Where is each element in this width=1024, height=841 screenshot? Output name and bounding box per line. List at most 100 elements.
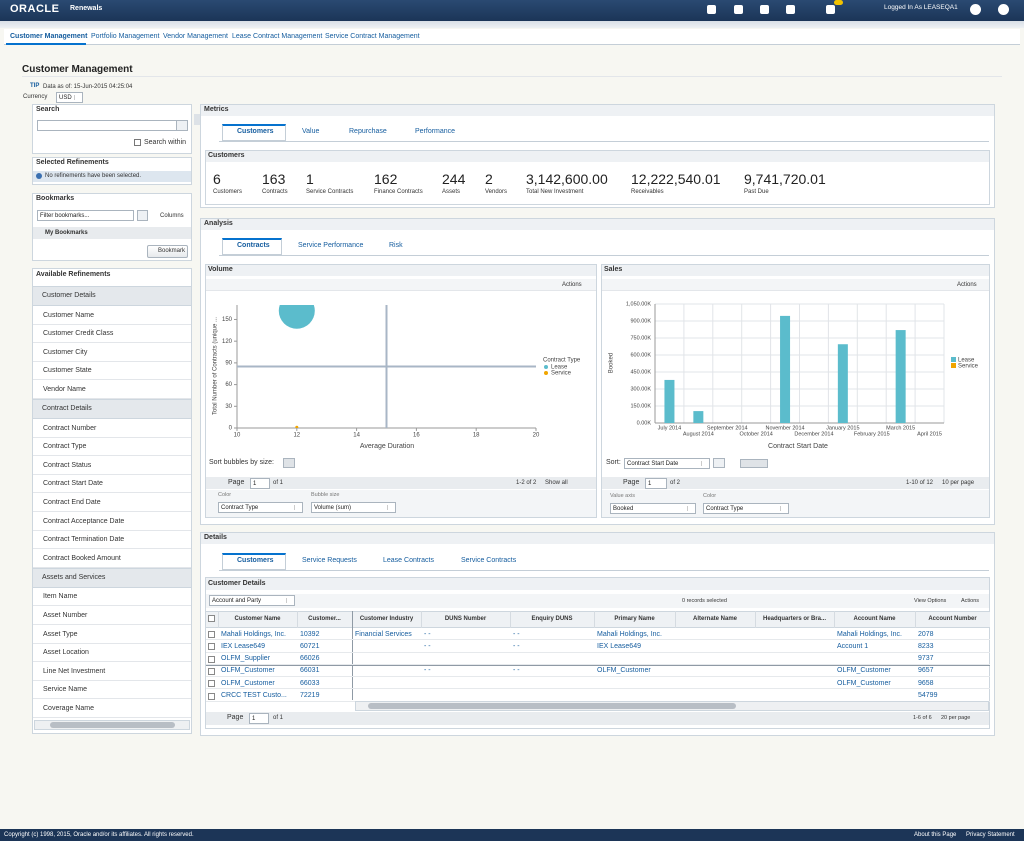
volume-page-label[interactable]: Page [228, 479, 245, 486]
volume-page-input[interactable] [250, 478, 270, 489]
sales-sort-button[interactable] [713, 458, 725, 468]
refinement-item[interactable]: Customer State [43, 367, 92, 375]
table-cell[interactable]: Mahali Holdings, Inc. [597, 630, 662, 638]
collapse-handle[interactable] [194, 114, 200, 125]
nav-tab[interactable]: Vendor Management [163, 33, 228, 40]
sort-bubbles-button[interactable] [283, 458, 295, 468]
refinement-item[interactable]: Contract Acceptance Date [43, 517, 125, 525]
header-checkbox[interactable] [208, 615, 215, 622]
table-cell[interactable]: CRCC TEST Custo... [221, 692, 287, 699]
refinement-item[interactable]: Vendor Name [43, 385, 86, 393]
refinement-item[interactable]: Customer Name [43, 311, 94, 319]
privacy-link[interactable]: Privacy Statement [966, 832, 1015, 838]
sales-actions[interactable]: Actions [957, 282, 977, 288]
bookmark-filter[interactable] [37, 210, 134, 221]
metrics-tab[interactable]: Customers [237, 128, 274, 135]
volume-color-select[interactable] [218, 502, 303, 513]
refinement-item[interactable]: Contract Number [43, 424, 97, 432]
my-bookmarks[interactable]: My Bookmarks [45, 230, 88, 236]
search-input[interactable] [37, 120, 177, 131]
table-actions[interactable]: Actions [961, 598, 980, 604]
bookmark-button[interactable] [147, 245, 188, 258]
sales-page-label[interactable]: Page [623, 479, 640, 486]
row-checkbox[interactable] [208, 692, 215, 700]
table-page-label[interactable]: Page [227, 714, 244, 721]
table-cell[interactable]: IEX Lease649 [221, 642, 265, 650]
row-checkbox[interactable] [208, 680, 215, 688]
sales-color-select[interactable] [703, 503, 789, 514]
table-cell[interactable]: Mahali Holdings, Inc. [837, 630, 902, 638]
details-tab[interactable]: Service Contracts [461, 557, 517, 564]
chart-type-toggle[interactable] [740, 459, 768, 468]
search-button[interactable] [176, 120, 188, 131]
refinement-item[interactable]: Contract End Date [43, 498, 101, 506]
view-select[interactable] [209, 595, 295, 606]
header-icon[interactable] [786, 5, 795, 14]
refinement-item[interactable]: Customer Credit Class [43, 330, 114, 338]
table-cell[interactable]: OLFM_Customer [837, 679, 891, 687]
nav-tab[interactable]: Portfolio Management [91, 33, 160, 40]
refinement-group[interactable]: Customer Details [42, 292, 96, 299]
refinement-group[interactable]: Contract Details [42, 405, 92, 412]
nav-tab[interactable]: Service Contract Management [325, 33, 420, 40]
column-header[interactable]: Customer Name [234, 616, 281, 622]
metrics-tab[interactable]: Performance [415, 128, 456, 135]
sales-per-page[interactable]: 10 per page [942, 480, 975, 486]
sales-value-axis-select[interactable] [610, 503, 696, 514]
refinement-item[interactable]: Service Name [43, 686, 87, 694]
column-header[interactable]: Alternate Name [692, 616, 737, 622]
currency-select[interactable] [56, 92, 83, 103]
header-icon[interactable] [707, 5, 716, 14]
bookmark-search-button[interactable] [137, 210, 148, 221]
view-options[interactable]: View Options [914, 598, 947, 604]
header-icon[interactable] [760, 5, 769, 14]
row-checkbox[interactable] [208, 643, 215, 651]
header-icon[interactable] [970, 4, 981, 15]
table-cell[interactable]: Mahali Holdings, Inc. [221, 630, 286, 638]
refinement-item[interactable]: Contract Start Date [43, 480, 103, 488]
tip[interactable]: TIP [30, 83, 40, 89]
column-header[interactable]: Account Name [853, 616, 896, 622]
column-header[interactable]: Headquarters or Bra... [762, 616, 827, 622]
analysis-tab[interactable]: Contracts [237, 242, 270, 249]
nav-tab[interactable]: Customer Management [10, 33, 88, 40]
sales-sort-select[interactable] [624, 458, 710, 469]
table-per-page[interactable]: 20 per page [941, 715, 971, 721]
row-checkbox[interactable] [208, 667, 215, 675]
column-header[interactable]: DUNS Number [444, 616, 487, 622]
table-cell[interactable]: OLFM_Customer [221, 679, 275, 687]
table-cell[interactable]: Account 1 [837, 642, 869, 650]
column-header[interactable]: Enquiry DUNS [531, 616, 573, 622]
nav-tab[interactable]: Lease Contract Management [232, 33, 323, 40]
table-cell[interactable]: OLFM_Supplier [221, 655, 271, 663]
analysis-tab[interactable]: Risk [389, 242, 403, 249]
table-cell[interactable]: IEX Lease649 [597, 642, 641, 650]
table-cell[interactable]: OLFM_Customer [597, 667, 651, 675]
header-icon[interactable] [734, 5, 743, 14]
search-within-checkbox[interactable] [134, 139, 141, 146]
refinement-item[interactable]: Contract Termination Date [43, 536, 125, 544]
analysis-tab[interactable]: Service Performance [298, 242, 364, 249]
metrics-tab[interactable]: Value [302, 128, 320, 135]
row-checkbox[interactable] [208, 631, 215, 638]
column-header[interactable]: Primary Name [614, 616, 655, 622]
refinement-item[interactable]: Asset Number [43, 611, 88, 619]
column-header[interactable]: Customer Industry [359, 616, 414, 622]
details-tab[interactable]: Customers [237, 557, 274, 564]
volume-show-all[interactable]: Show all [545, 480, 568, 486]
table-page-input[interactable] [249, 713, 269, 724]
header-icon[interactable] [998, 4, 1009, 15]
bookmark-columns[interactable]: Columns [160, 213, 184, 219]
sales-page-input[interactable] [645, 478, 667, 489]
refinement-item[interactable]: Item Name [43, 593, 78, 601]
column-header[interactable]: Customer... [308, 616, 341, 622]
refinement-item[interactable]: Coverage Name [43, 704, 94, 712]
details-tab[interactable]: Lease Contracts [383, 557, 434, 564]
refinement-item[interactable]: Customer City [43, 348, 88, 356]
refinement-item[interactable]: Contract Type [43, 443, 87, 451]
header-icon[interactable] [826, 5, 835, 14]
volume-size-select[interactable] [311, 502, 396, 513]
refinement-item[interactable]: Line Net Investment [43, 667, 106, 675]
details-tab[interactable]: Service Requests [302, 557, 357, 564]
refinement-item[interactable]: Contract Status [43, 461, 92, 469]
